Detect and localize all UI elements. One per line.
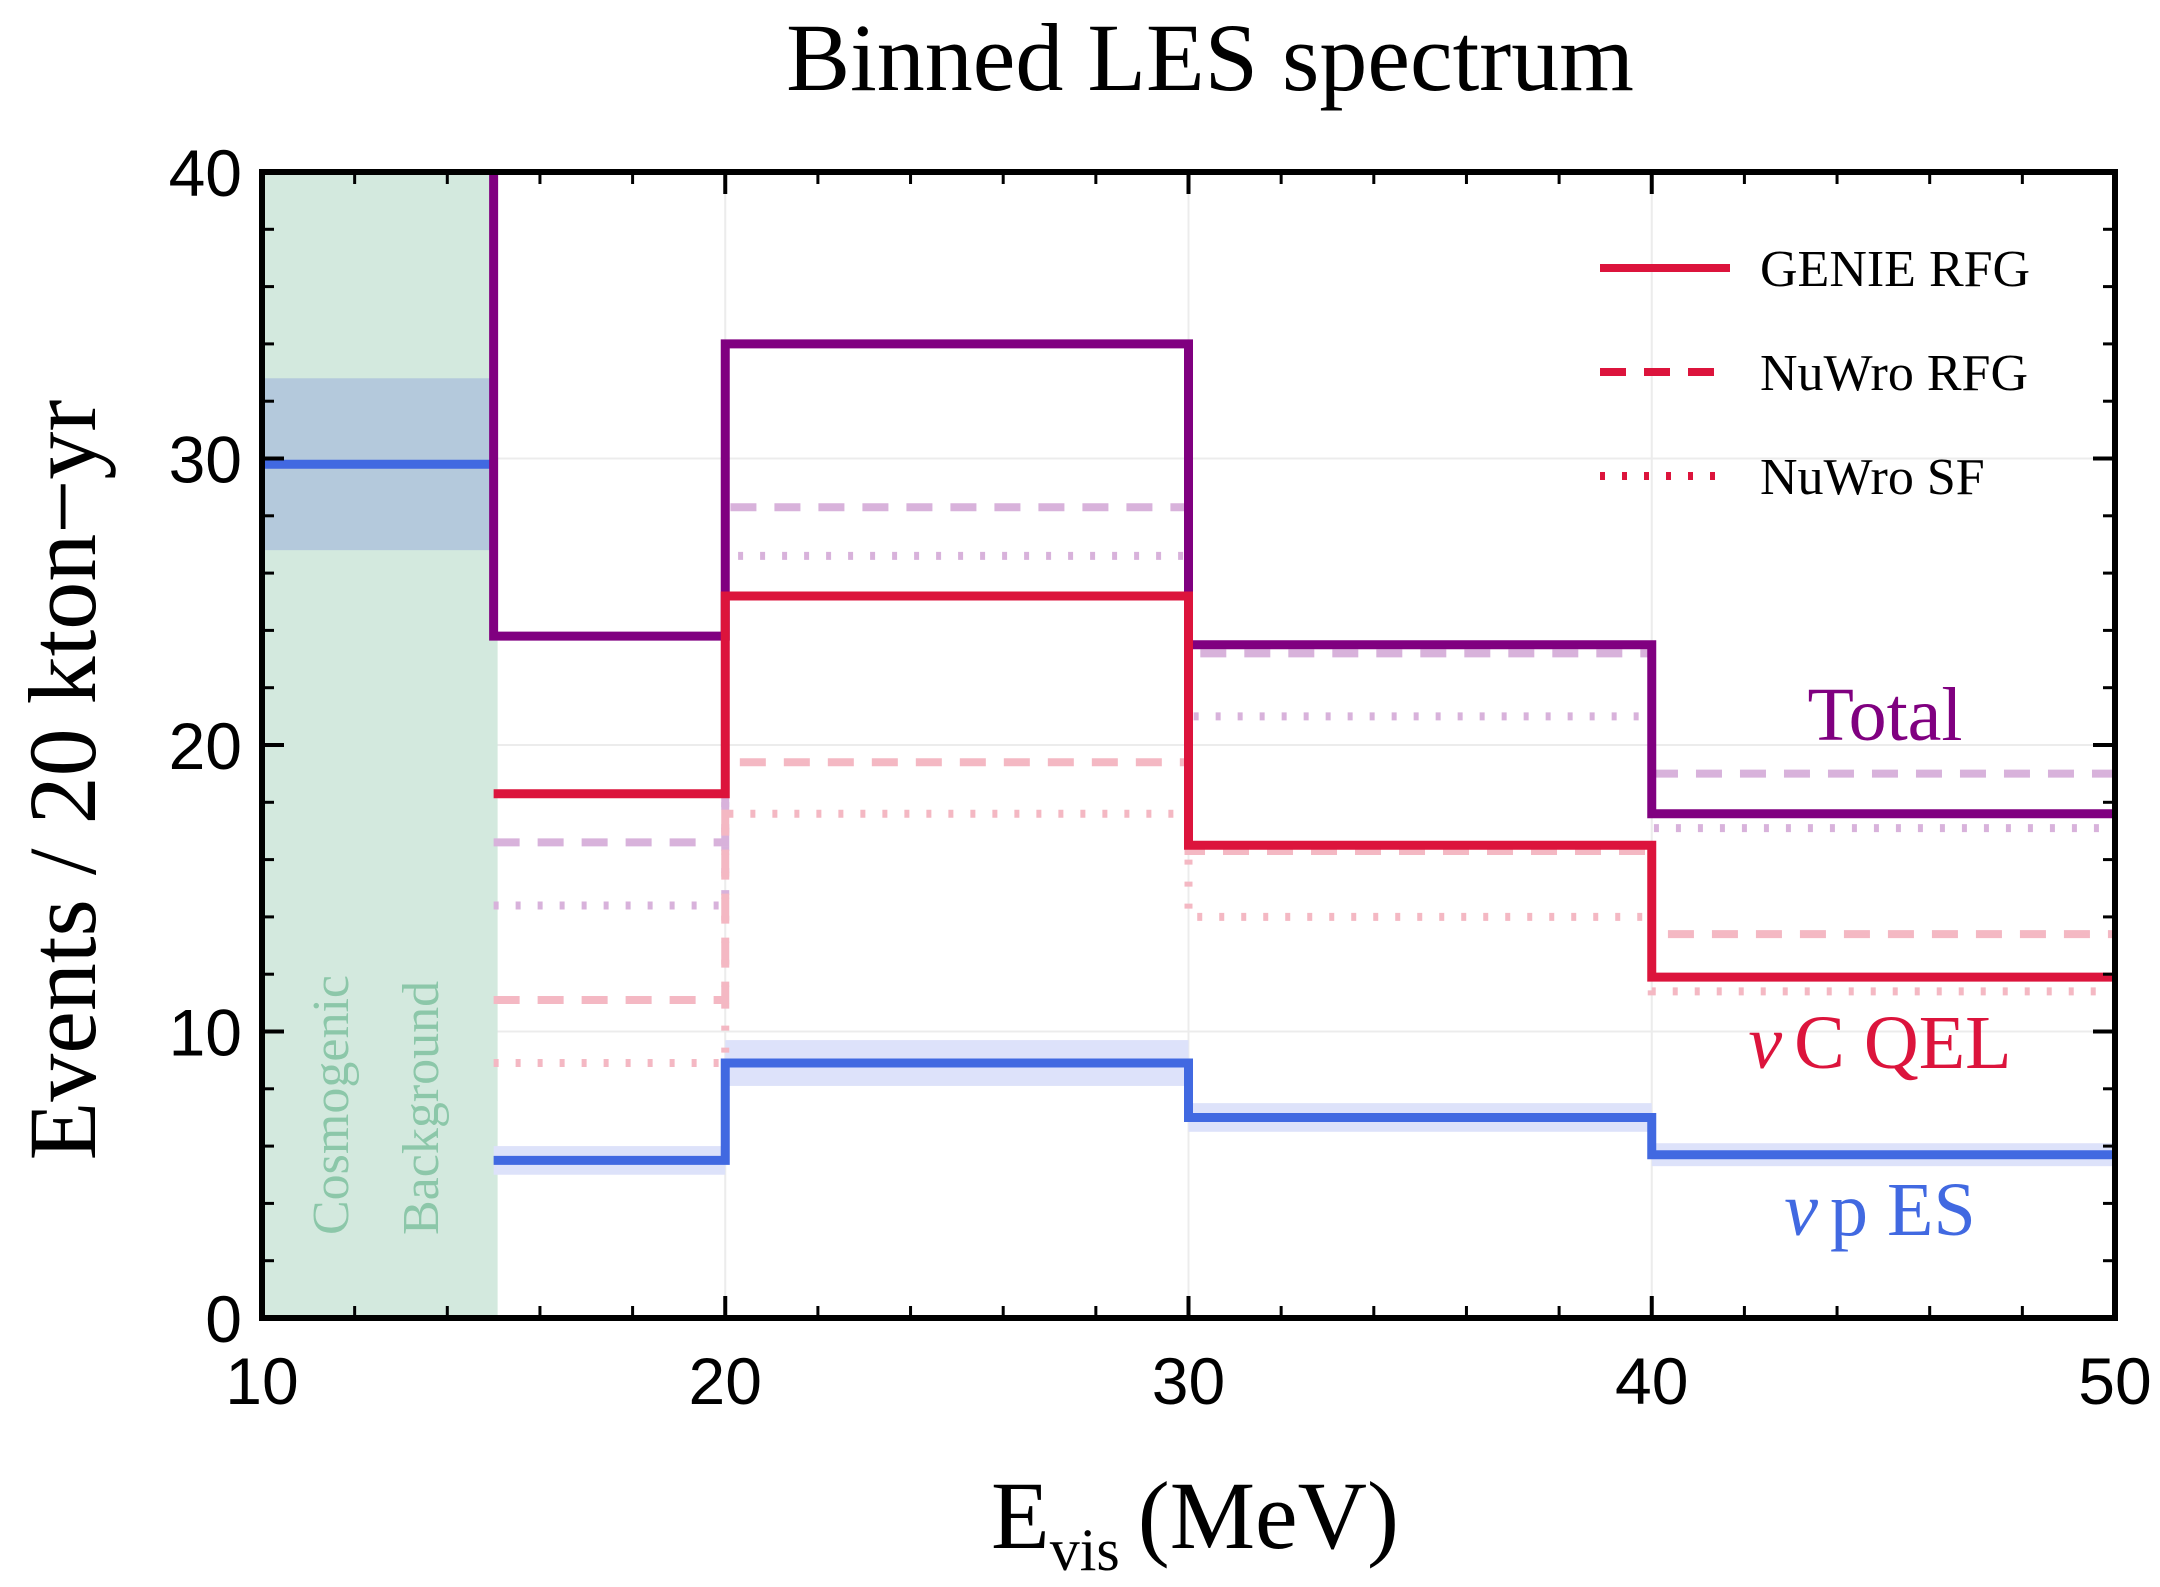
x-axis-label: Evis (MeV) [991, 1462, 1399, 1582]
legend-label-dashed: NuWro RFG [1760, 345, 2028, 402]
y-axis-label: Events / 20 kton−yr [9, 400, 116, 1161]
legend-label-solid: GENIE RFG [1760, 241, 2030, 298]
cosmogenic-label-line1: Cosmogenic [303, 975, 360, 1235]
cosmogenic-background-region [262, 172, 498, 1318]
x-axis-label-unit: (MeV) [1138, 1462, 1399, 1569]
x-axis-label-main: E [991, 1462, 1050, 1569]
x-tick-label: 10 [225, 1344, 298, 1418]
chart-title: Binned LES spectrum [786, 4, 1634, 111]
qel-genie-rfg-series [493, 591, 2115, 982]
x-tick-label: 50 [2078, 1344, 2151, 1418]
total-label-text: Total [1807, 673, 1962, 757]
es-label-text: p ES [1830, 1168, 1976, 1252]
x-tick-label: 40 [1615, 1344, 1688, 1418]
qel-label-symbol: ν [1748, 1001, 1782, 1085]
total-genie-rfg-series [489, 172, 2115, 819]
y-axis-label-text: Events / 20 kton−yr [9, 400, 116, 1161]
es-label-symbol: ν [1784, 1168, 1818, 1252]
x-tick-label: 20 [689, 1344, 762, 1418]
es-line-series [493, 1058, 2115, 1165]
x-axis-label-subscript: vis [1050, 1517, 1120, 1582]
legend-label-dotted: NuWro SF [1760, 449, 1985, 506]
y-tick-label: 40 [169, 136, 242, 210]
x-tick-label: 30 [1152, 1344, 1225, 1418]
cosmogenic-label-line2: Background [393, 981, 450, 1235]
qel-label-text: C QEL [1794, 1001, 2011, 1085]
y-tick-label: 30 [169, 423, 242, 497]
y-tick-label: 20 [169, 709, 242, 783]
y-tick-label: 10 [169, 996, 242, 1070]
legend: GENIE RFG NuWro RFG NuWro SF [1600, 241, 2030, 506]
total-label: Total [1807, 673, 1962, 757]
y-tick-label: 0 [205, 1282, 242, 1356]
cosmogenic-label: Cosmogenic Background [303, 975, 450, 1235]
